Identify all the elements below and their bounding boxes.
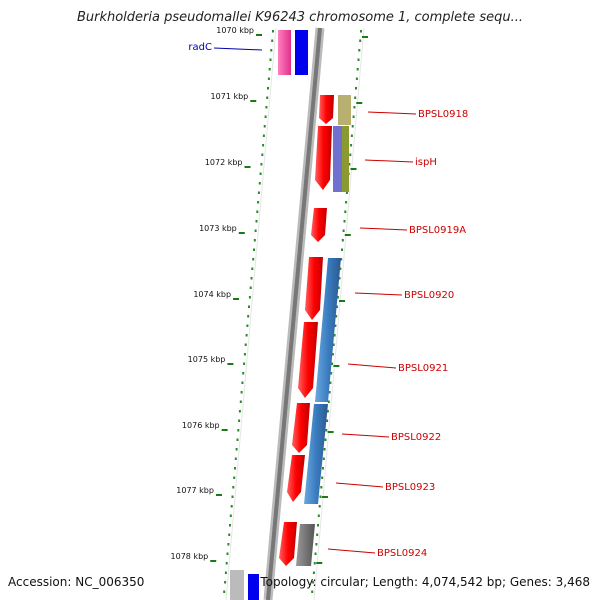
feature-blue-top: [295, 30, 308, 75]
gene-arrow-bpsl0918: [319, 95, 334, 124]
feature-blue-lower: [304, 404, 328, 504]
leader-line: [213, 47, 263, 51]
feature-olive-2: [342, 126, 349, 192]
feature-pink: [278, 30, 291, 75]
gene-label-bpsl0919a: BPSL0919A: [409, 225, 466, 236]
gene-arrow-bpsl0920: [305, 257, 323, 320]
gene-labels: radC BPSL0918 ispH BPSL0919A BPSL0920 BPSL092…: [188, 42, 468, 559]
gene-arrow-isph: [315, 126, 332, 190]
tick-label: 1077 kbp: [176, 486, 214, 495]
feature-gray: [296, 524, 315, 566]
gene-label-isph: ispH: [415, 157, 437, 168]
gene-arrow-bpsl0919a: [311, 208, 327, 242]
leader-line: [347, 363, 397, 369]
tick-track: 1070 kbp 1071 kbp 1072 kbp 1073 kbp 1074 kbp…: [171, 26, 368, 564]
gene-label-bpsl0924: BPSL0924: [377, 548, 427, 559]
topology-text: Topology: circular; Length: 4,074,542 bp…: [260, 575, 590, 589]
gene-label-bpsl0923: BPSL0923: [385, 482, 435, 493]
tick-label: 1072 kbp: [205, 158, 243, 167]
gene-label-radc: radC: [188, 42, 212, 53]
backbone-inner: [266, 27, 322, 600]
tick-label: 1075 kbp: [188, 355, 226, 364]
gene-label-bpsl0920: BPSL0920: [404, 290, 454, 301]
gene-label-bpsl0921: BPSL0921: [398, 363, 448, 374]
tick-label: 1071 kbp: [211, 92, 249, 101]
gene-arrow-bpsl0922: [292, 403, 310, 453]
dotted-track-left: [223, 30, 274, 593]
gene-arrow-bpsl0921: [298, 322, 318, 398]
map-title: Burkholderia pseudomallei K96243 chromos…: [76, 10, 524, 25]
accession-text: Accession: NC_006350: [8, 575, 145, 589]
tick-label: 1074 kbp: [193, 290, 231, 299]
feature-blue-long: [315, 258, 341, 402]
feature-blue-bottom: [248, 574, 259, 600]
gene-features: [230, 30, 351, 600]
tick-label: 1073 kbp: [199, 224, 237, 233]
leader-line: [354, 292, 403, 296]
tick-label: 1078 kbp: [171, 552, 209, 561]
feature-olive: [338, 95, 351, 125]
feature-purple: [333, 126, 342, 192]
gene-label-bpsl0918: BPSL0918: [418, 109, 468, 120]
gene-arrow-bpsl0923: [287, 455, 305, 502]
tick-label: 1076 kbp: [182, 421, 220, 430]
leader-line: [359, 227, 408, 231]
gene-arrow-bpsl0924: [279, 522, 297, 566]
leader-line: [335, 482, 384, 488]
tick-label: 1070 kbp: [216, 26, 254, 35]
leader-line: [367, 111, 417, 115]
gene-label-bpsl0922: BPSL0922: [391, 432, 441, 443]
leader-line: [364, 159, 414, 163]
dotted-track-right: [311, 30, 362, 593]
leader-line: [341, 433, 390, 438]
leader-line: [327, 548, 376, 554]
feature-gray-bottom: [230, 570, 244, 600]
